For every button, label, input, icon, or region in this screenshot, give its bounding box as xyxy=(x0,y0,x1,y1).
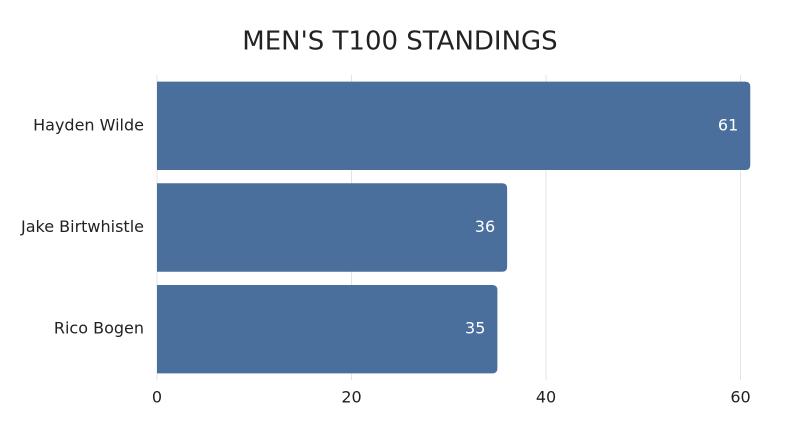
value-label: 35 xyxy=(465,319,485,338)
bar xyxy=(157,81,751,171)
y-tick-label: Hayden Wilde xyxy=(33,115,144,134)
y-tick-label: Jake Birtwhistle xyxy=(20,217,144,236)
value-label: 61 xyxy=(718,115,738,134)
x-tick-label: 20 xyxy=(341,388,361,407)
value-label: 36 xyxy=(475,217,495,236)
y-tick-label: Rico Bogen xyxy=(54,319,144,338)
bar xyxy=(157,183,508,272)
x-tick-label: 60 xyxy=(730,388,750,407)
bar xyxy=(157,284,498,374)
chart-title: MEN'S T100 STANDINGS xyxy=(242,27,557,57)
x-tick-label: 40 xyxy=(536,388,556,407)
x-tick-label: 0 xyxy=(152,388,162,407)
